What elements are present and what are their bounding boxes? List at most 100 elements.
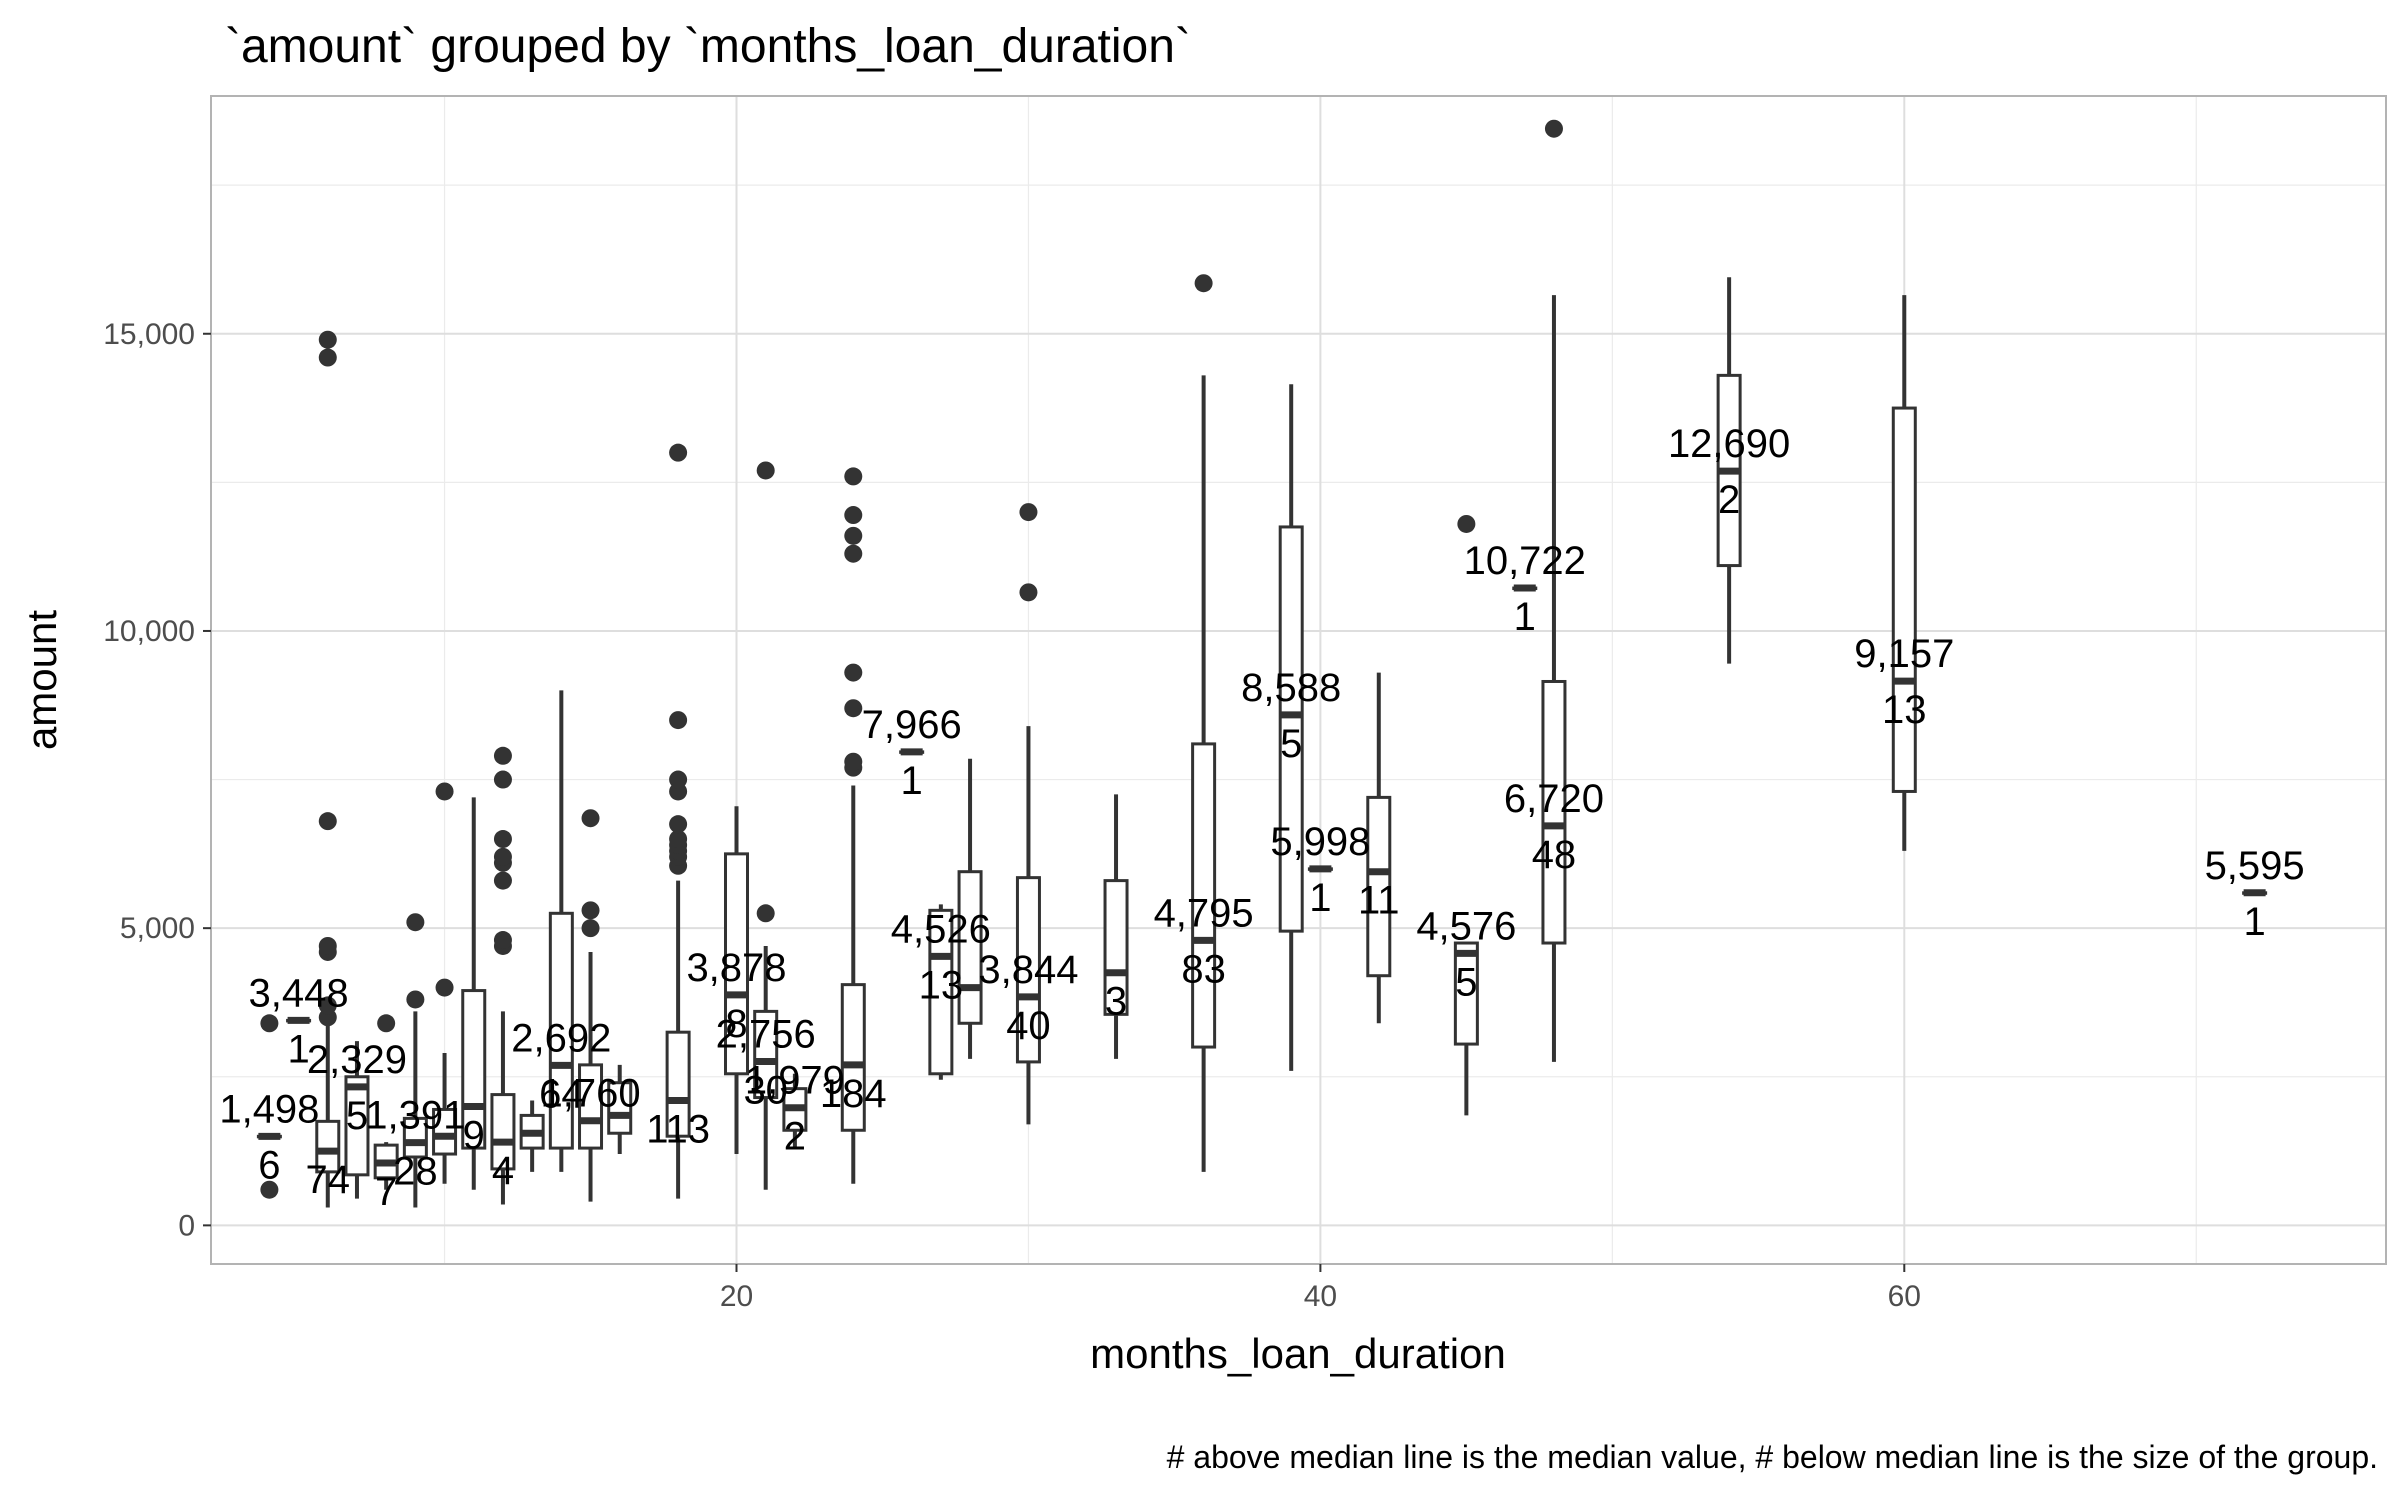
box-outlier-point: [493, 746, 512, 765]
group-size-label: 184: [820, 1072, 887, 1116]
group-size-label: 5: [1455, 960, 1477, 1004]
chart-title: `amount` grouped by `months_loan_duratio…: [225, 20, 1191, 73]
box-outlier-point: [1019, 503, 1038, 522]
group-labels: 1,49863,4481742,329571,39128942,692641,7…: [219, 422, 2304, 1214]
box-outlier-point: [844, 544, 863, 563]
box-outlier-point: [844, 663, 863, 682]
box-outlier-point: [844, 506, 863, 525]
box-outlier-point: [493, 931, 512, 950]
box-outlier-point: [844, 467, 863, 486]
y-tick-label: 10,000: [103, 615, 195, 648]
box-body: [315, 1119, 341, 1174]
group-size-label: 8: [725, 1002, 747, 1046]
box-outlier-point: [669, 443, 688, 462]
box-body: [607, 1081, 633, 1135]
group-size-label: 13: [1882, 688, 1927, 732]
median-value-label: 1,391: [365, 1094, 465, 1138]
box-body: [432, 1107, 458, 1156]
box-body: [1366, 795, 1392, 978]
x-axis-ticks: 20 40 60: [720, 1264, 1921, 1313]
median-value-label: 4,526: [891, 907, 991, 951]
group-size-label: 48: [1532, 833, 1577, 877]
box-outlier-point: [493, 871, 512, 890]
box-outlier-point: [318, 348, 337, 367]
box-outlier-point: [844, 526, 863, 545]
box-outlier-point: [377, 1014, 396, 1033]
box-body: [928, 908, 954, 1076]
group-size-label: 6: [258, 1143, 280, 1187]
box-body: [1541, 679, 1567, 945]
group-size-label: 2: [1718, 478, 1740, 522]
group-size-label: 1: [2243, 900, 2265, 944]
median-value-label: 1,498: [219, 1087, 319, 1131]
median-value-label: 1,760: [540, 1072, 640, 1116]
box-body: [1278, 525, 1304, 933]
box-body: [402, 1116, 428, 1159]
box-outlier-point: [1457, 514, 1476, 533]
box-outlier-point: [669, 711, 688, 730]
group-size-label: 30: [743, 1069, 788, 1113]
y-tick-label: 0: [178, 1209, 195, 1242]
box-outlier-point: [1544, 119, 1563, 138]
median-value-label: 5,998: [1270, 820, 1370, 864]
y-axis-title: amount: [18, 610, 65, 750]
group-size-label: 5: [346, 1094, 368, 1138]
box-outlier-point: [260, 1180, 279, 1199]
median-value-label: 6,720: [1504, 777, 1604, 821]
box-outlier-point: [435, 978, 454, 997]
median-value-label: 5,595: [2205, 844, 2305, 888]
median-value-label: 7,966: [862, 703, 962, 747]
median-value-label: 2,692: [511, 1016, 611, 1060]
x-tick-label: 40: [1304, 1280, 1337, 1313]
median-value-label: 3,844: [978, 948, 1078, 992]
box-outlier-point: [1019, 583, 1038, 602]
group-size-label: 1: [1514, 595, 1536, 639]
y-tick-label: 5,000: [120, 912, 195, 945]
median-value-label: 3,878: [686, 946, 786, 990]
box-outlier-point: [756, 461, 775, 480]
x-tick-label: 20: [720, 1280, 753, 1313]
group-size-label: 28: [393, 1150, 438, 1194]
group-size-label: 13: [919, 963, 964, 1007]
plot-panel-border: [210, 95, 2387, 1265]
box-body: [1891, 406, 1917, 793]
y-axis-ticks: 0 5,000 10,000 15,000: [103, 318, 211, 1242]
group-size-label: 7: [375, 1170, 397, 1214]
box-body: [490, 1093, 516, 1171]
group-size-label: 5: [1280, 722, 1302, 766]
median-value-label: 12,690: [1668, 422, 1790, 466]
box-outlier-point: [493, 770, 512, 789]
box-outlier-point: [844, 752, 863, 771]
box-outlier-point: [406, 990, 425, 1009]
median-value-label: 3,448: [249, 971, 349, 1015]
group-size-label: 2: [784, 1115, 806, 1159]
box-outlier-point: [318, 812, 337, 831]
box-body: [840, 983, 866, 1132]
y-tick-label: 15,000: [103, 318, 195, 351]
box-body: [1015, 876, 1041, 1064]
box-body: [665, 1030, 691, 1138]
group-size-label: 9: [463, 1113, 485, 1157]
box-outlier-point: [844, 699, 863, 718]
box-body: [344, 1075, 370, 1177]
group-size-label: 1: [1309, 876, 1331, 920]
median-value-label: 2,329: [307, 1038, 407, 1082]
box-outlier-point: [318, 936, 337, 955]
group-size-label: 74: [306, 1158, 351, 1202]
x-axis-title: months_loan_duration: [1090, 1330, 1506, 1377]
box-outlier-point: [669, 815, 688, 834]
box-outlier-point: [756, 904, 775, 923]
box-outlier-point: [581, 809, 600, 828]
group-size-label: 40: [1006, 1004, 1051, 1048]
box-body: [578, 1063, 604, 1150]
group-size-label: 1: [287, 1027, 309, 1071]
box-body: [548, 911, 574, 1150]
chart-caption: # above median line is the median value,…: [1167, 1439, 2378, 1475]
box-outlier-point: [318, 330, 337, 349]
median-value-label: 1,979: [745, 1059, 845, 1103]
box-body: [1453, 941, 1479, 1046]
box-outlier-point: [669, 830, 688, 849]
box-body: [753, 1009, 779, 1100]
group-size-label: 64: [539, 1072, 584, 1116]
